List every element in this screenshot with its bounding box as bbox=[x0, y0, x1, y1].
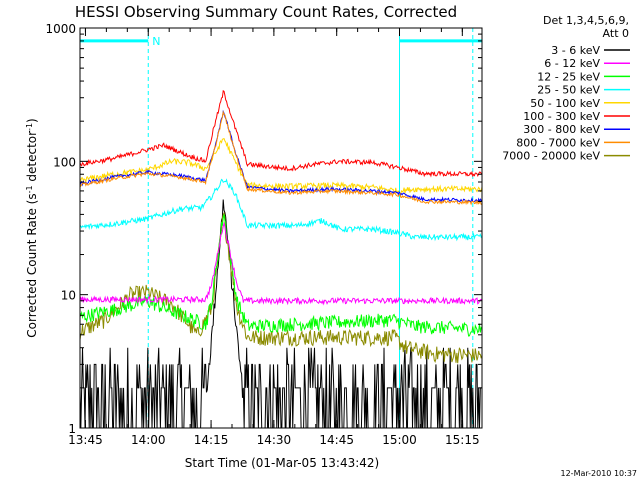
legend-header-line-1: Det 1,3,4,5,6,9, bbox=[543, 14, 629, 27]
legend-label-1: 6 - 12 keV bbox=[544, 57, 600, 70]
plot-area: N bbox=[80, 28, 482, 428]
legend-label-7: 800 - 7000 keV bbox=[516, 136, 600, 149]
x-tick-label-5: 15:00 bbox=[382, 433, 417, 447]
legend-label-3: 25 - 50 keV bbox=[537, 84, 600, 97]
legend-label-0: 3 - 6 keV bbox=[551, 44, 600, 57]
x-tick-label-6: 15:15 bbox=[445, 433, 480, 447]
series-line-1 bbox=[80, 221, 482, 306]
x-tick-label-2: 14:15 bbox=[194, 433, 229, 447]
y-tick-label-3: 1000 bbox=[45, 22, 76, 36]
y-axis-label-sup-2: -1 bbox=[25, 123, 34, 131]
generation-timestamp: 12-Mar-2010 10:37 bbox=[561, 469, 638, 478]
series-line-5 bbox=[80, 90, 482, 178]
y-axis-label-part-e: ) bbox=[25, 118, 39, 123]
legend-label-8: 7000 - 20000 keV bbox=[502, 150, 600, 163]
series-line-2 bbox=[80, 214, 482, 337]
y-tick-label-1: 10 bbox=[61, 289, 76, 303]
plot-frame bbox=[79, 27, 483, 429]
series-line-6 bbox=[80, 109, 482, 204]
series-line-8 bbox=[80, 211, 482, 364]
x-tick-label-1: 14:00 bbox=[131, 433, 166, 447]
y-axis-label-part-a: Corrected Count Rate (s bbox=[25, 193, 39, 337]
legend-label-5: 100 - 300 keV bbox=[523, 110, 600, 123]
y-axis-label: Corrected Count Rate (s-1 detector-1) bbox=[25, 118, 40, 337]
y-axis-label-sup-1: -1 bbox=[25, 185, 34, 193]
x-tick-label-3: 14:30 bbox=[257, 433, 292, 447]
state-bar-label: N bbox=[152, 35, 160, 48]
series-line-3 bbox=[80, 178, 482, 242]
x-tick-label-4: 14:45 bbox=[319, 433, 354, 447]
legend-header-line-2: Att 0 bbox=[603, 27, 629, 40]
x-axis-label: Start Time (01-Mar-05 13:43:42) bbox=[185, 456, 379, 470]
y-tick-label-0: 1 bbox=[68, 422, 76, 436]
legend-label-6: 300 - 800 keV bbox=[523, 123, 600, 136]
y-axis-label-part-c: detector bbox=[25, 131, 39, 186]
chart-title: HESSI Observing Summary Count Rates, Cor… bbox=[75, 3, 457, 21]
series-line-7 bbox=[80, 110, 482, 206]
legend-label-2: 12 - 25 keV bbox=[537, 70, 600, 83]
series-line-4 bbox=[80, 138, 482, 195]
series-line-0 bbox=[80, 199, 482, 428]
legend-label-4: 50 - 100 keV bbox=[530, 97, 600, 110]
y-tick-label-2: 100 bbox=[53, 155, 76, 169]
axis-ticks: 13:45 14:00 14:15 14:30 14:45 15:00 15:15 1 10 10… bbox=[45, 22, 482, 447]
x-tick-label-0: 13:45 bbox=[68, 433, 103, 447]
